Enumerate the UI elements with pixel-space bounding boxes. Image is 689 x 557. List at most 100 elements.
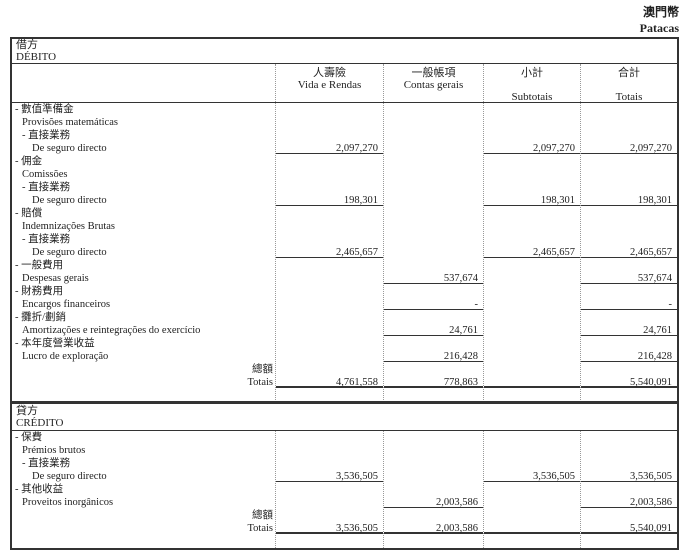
- row-label: - 數值準備金: [15, 104, 74, 115]
- value-cell: [384, 246, 483, 258]
- row-label: Amortizações e reintegrações do exercíci…: [22, 325, 201, 336]
- table-row: Despesas gerais 537,674 537,674: [12, 272, 677, 285]
- debit-title-zh: 借方: [16, 39, 38, 51]
- value-cell: 198,301: [581, 194, 677, 206]
- row-label: - 一般費用: [15, 260, 64, 271]
- value-cell: -: [581, 298, 677, 310]
- table-row: - 一般費用: [12, 259, 677, 272]
- value-cell: 198,301: [276, 194, 383, 206]
- value-cell: 5,540,091: [581, 522, 677, 534]
- row-label: - 財務費用: [15, 286, 64, 297]
- value-cell: 198,301: [484, 194, 580, 206]
- value-cell: 2,097,270: [484, 142, 580, 154]
- row-label: - 保費: [15, 432, 43, 443]
- value-cell: -: [384, 298, 483, 310]
- table-row: - 賠償: [12, 207, 677, 220]
- table-row: Totais 4,761,558 778,863 5,540,091: [12, 376, 677, 389]
- value-cell: 2,097,270: [276, 142, 383, 154]
- currency-pt: Patacas: [639, 21, 679, 35]
- column-rule: [275, 431, 276, 548]
- value-cell: 2,465,657: [276, 246, 383, 258]
- table-row: De seguro directo 2,097,270 2,097,270 2,097…: [12, 142, 677, 155]
- value-cell: [276, 272, 383, 284]
- table-row: Indemnizações Brutas: [12, 220, 677, 233]
- column-header-contas: 一般帳項 Contas gerais: [384, 67, 483, 91]
- row-label: Encargos financeiros: [22, 299, 111, 310]
- row-label: - 直接業務: [22, 458, 71, 469]
- table-row: Provisões matemáticas: [12, 116, 677, 129]
- row-label: Totais: [247, 377, 273, 388]
- value-cell: 3,536,505: [276, 470, 383, 482]
- row-label: De seguro directo: [32, 195, 107, 206]
- value-cell: 2,465,657: [484, 246, 580, 258]
- divider: [12, 102, 677, 103]
- row-label: De seguro directo: [32, 143, 107, 154]
- table-row: 總額: [12, 363, 677, 376]
- debit-title-pt: DÉBITO: [16, 51, 57, 63]
- row-label: Proveitos inorgânicos: [22, 497, 114, 508]
- value-cell: 2,003,586: [384, 496, 483, 508]
- column-rule: [580, 431, 581, 548]
- column-header-vida: 人壽險 Vida e Rendas: [276, 67, 383, 91]
- row-label: Despesas gerais: [22, 273, 89, 284]
- value-cell: [484, 324, 580, 336]
- value-cell: [484, 496, 580, 508]
- credit-title-zh: 貸方: [16, 405, 38, 417]
- table-row: De seguro directo 198,301 198,301 198,301: [12, 194, 677, 207]
- divider: [12, 63, 677, 64]
- table-row: - 攤折/劃銷: [12, 311, 677, 324]
- table-row: Proveitos inorgânicos 2,003,586 2,003,586: [12, 496, 677, 509]
- table-row: - 直接業務: [12, 457, 677, 470]
- table-row: Amortizações e reintegrações do exercíci…: [12, 324, 677, 337]
- value-cell: 2,465,657: [581, 246, 677, 258]
- row-label: - 直接業務: [22, 182, 71, 193]
- column-pt: Contas gerais: [403, 79, 464, 91]
- column-header-totais: 合計 Totais: [581, 67, 677, 103]
- value-cell: 24,761: [384, 324, 483, 336]
- table-row: - 保費: [12, 431, 677, 444]
- column-rule: [580, 64, 581, 400]
- value-cell: [484, 376, 580, 388]
- value-cell: [484, 522, 580, 534]
- row-label: De seguro directo: [32, 247, 107, 258]
- column-zh: 小計: [521, 67, 543, 79]
- value-cell: 216,428: [581, 350, 677, 362]
- value-cell: 4,761,558: [276, 376, 383, 388]
- table-row: - 本年度營業收益: [12, 337, 677, 350]
- value-cell: [384, 470, 483, 482]
- column-zh: 一般帳項: [411, 67, 456, 79]
- table-row: 總額: [12, 509, 677, 522]
- row-label: - 其他收益: [15, 484, 64, 495]
- credit-title-pt: CRÉDITO: [16, 417, 64, 429]
- table-row: - 其他收益: [12, 483, 677, 496]
- value-cell: [384, 194, 483, 206]
- value-cell: [276, 350, 383, 362]
- row-label: Comissões: [22, 169, 68, 180]
- credit-table: [10, 402, 679, 550]
- value-cell: 3,536,505: [581, 470, 677, 482]
- row-label: De seguro directo: [32, 471, 107, 482]
- value-cell: 216,428: [384, 350, 483, 362]
- table-row: Lucro de exploração 216,428 216,428: [12, 350, 677, 363]
- credit-title: 貸方 CRÉDITO: [12, 405, 677, 429]
- value-cell: 5,540,091: [581, 376, 677, 388]
- table-row: De seguro directo 3,536,505 3,536,505 3,536…: [12, 470, 677, 483]
- row-label: - 直接業務: [22, 130, 71, 141]
- value-cell: 778,863: [384, 376, 483, 388]
- table-row: Prémios brutos: [12, 444, 677, 457]
- divider: [12, 430, 677, 431]
- value-cell: [276, 298, 383, 310]
- row-label: 總額: [252, 364, 273, 375]
- row-label: 總額: [252, 510, 273, 521]
- table-row: - 直接業務: [12, 181, 677, 194]
- table-row: - 直接業務: [12, 233, 677, 246]
- column-pt: Vida e Rendas: [297, 79, 362, 91]
- row-label: Totais: [247, 523, 273, 534]
- value-cell: 2,003,586: [581, 496, 677, 508]
- column-rule: [483, 64, 484, 400]
- row-label: Prémios brutos: [22, 445, 86, 456]
- debit-title: 借方 DÉBITO: [12, 39, 677, 63]
- column-rule: [483, 431, 484, 548]
- column-rule: [275, 64, 276, 400]
- column-pt: Subtotais: [511, 91, 553, 103]
